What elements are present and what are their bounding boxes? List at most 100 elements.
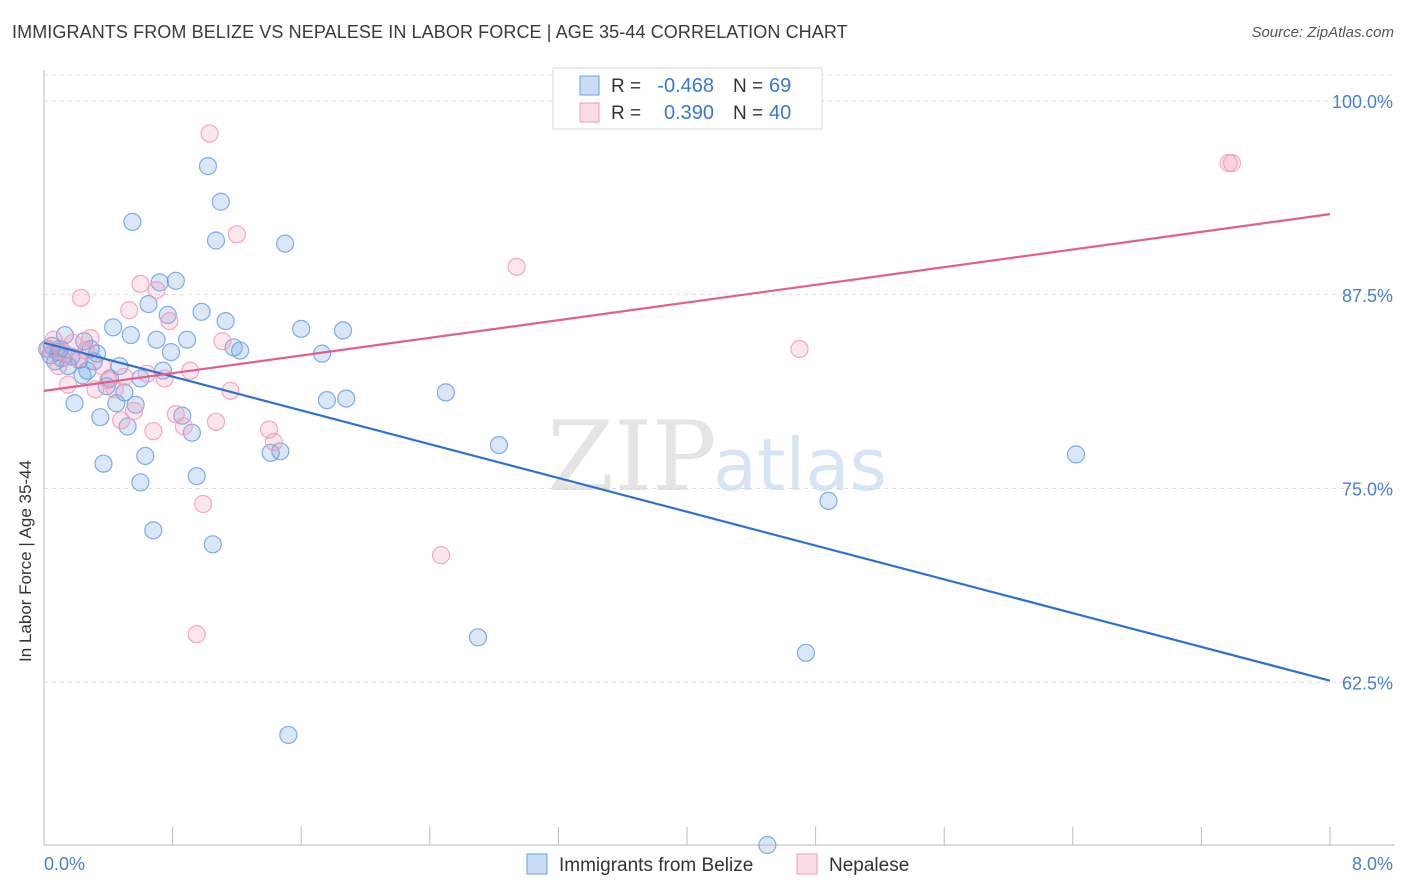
- belize-point: [115, 383, 134, 402]
- belize-point: [192, 302, 211, 321]
- belize-point: [206, 231, 226, 250]
- belize-point: [166, 271, 185, 290]
- belize-trend-line: [43, 341, 1331, 682]
- stats-r-value: -0.468: [657, 75, 714, 97]
- nepalese-point: [144, 422, 163, 441]
- y-axis-label-wrap: In Labor Force | Age 35-44: [16, 258, 36, 662]
- belize-point: [317, 391, 337, 410]
- belize-point: [136, 446, 155, 466]
- nepalese-point: [507, 257, 526, 276]
- nepalese-point: [120, 301, 139, 320]
- nepalese-point: [124, 401, 144, 421]
- belize-point: [279, 725, 298, 745]
- belize-point: [271, 442, 290, 461]
- belize-point: [468, 628, 488, 647]
- y-tick-label: 75.0%: [1342, 480, 1393, 500]
- belize-point: [337, 389, 356, 408]
- belize-point: [231, 341, 250, 360]
- x-tick-label: 0.0%: [44, 854, 85, 874]
- y-tick-label: 62.5%: [1342, 673, 1393, 693]
- belize-point: [187, 467, 206, 486]
- y-tick-label: 100.0%: [1332, 92, 1393, 112]
- nepalese-point: [147, 281, 166, 300]
- grid-lines: [44, 74, 1395, 683]
- tick-labels: 100.0% 87.5% 75.0% 62.5% 0.0% 8.0%: [44, 92, 1393, 874]
- stats-n-label: N =: [733, 76, 763, 97]
- belize-point: [198, 157, 218, 176]
- belize-point: [126, 395, 145, 414]
- belize-point: [147, 330, 166, 349]
- belize-point: [78, 361, 97, 380]
- watermark-atlas: atlas: [713, 423, 887, 507]
- nepalese-point: [174, 417, 193, 436]
- nepalese-point: [264, 432, 283, 452]
- nepalese-point: [59, 375, 78, 394]
- belize-point: [819, 491, 838, 510]
- belize-point: [333, 321, 353, 340]
- stats-n-value: 40: [769, 102, 791, 124]
- belize-point: [1066, 445, 1086, 464]
- stats-swatch: [579, 75, 600, 96]
- belize-point: [758, 835, 777, 855]
- belize-point: [121, 325, 140, 345]
- belize-point: [211, 192, 230, 211]
- nepalese-point: [49, 356, 68, 376]
- nepalese-point: [200, 124, 219, 143]
- legend-label: Immigrants from Belize: [559, 855, 753, 876]
- stats-legend-box: R = -0.468 N = 69 R = 0.390 N = 40: [552, 67, 823, 130]
- belize-point: [65, 394, 84, 413]
- belize-point: [292, 319, 311, 338]
- chart-title: IMMIGRANTS FROM BELIZE VS NEPALESE IN LA…: [12, 22, 848, 42]
- nepalese-point: [194, 494, 213, 514]
- belize-point: [139, 294, 158, 314]
- nepalese-point: [131, 274, 150, 293]
- belize-point: [161, 343, 181, 362]
- nepalese-point: [790, 339, 809, 359]
- belize-point: [104, 318, 123, 337]
- belize-point: [216, 312, 235, 331]
- belize-point: [203, 535, 222, 554]
- watermark-zip: ZIP: [547, 401, 716, 513]
- x-tick-label: 8.0%: [1352, 854, 1393, 874]
- stats-r-value: 0.390: [664, 102, 714, 124]
- stats-n-value: 69: [769, 75, 791, 97]
- belize-point: [158, 305, 177, 324]
- legend-swatch: [526, 853, 548, 875]
- belize-point: [91, 408, 110, 427]
- y-tick-label: 87.5%: [1342, 286, 1393, 306]
- nepalese-point: [71, 288, 91, 307]
- belize-point: [94, 454, 113, 473]
- nepalese-point: [115, 367, 134, 386]
- trend-lines: [43, 213, 1331, 682]
- stats-swatch: [579, 102, 600, 123]
- nepalese-trend-line: [43, 213, 1331, 392]
- stats-r-label: R =: [611, 76, 641, 97]
- axes: [43, 70, 1395, 846]
- legend-swatch: [796, 853, 818, 875]
- belize-point: [177, 330, 197, 349]
- y-axis-label: In Labor Force | Age 35-44: [16, 460, 35, 662]
- nepalese-point: [213, 332, 232, 351]
- nepalese-point: [1222, 153, 1242, 173]
- nepalese-point: [160, 312, 179, 331]
- source-label: Source: ZipAtlas.com: [1251, 24, 1394, 41]
- nepalese-point: [112, 411, 131, 430]
- nepalese-point: [227, 225, 246, 244]
- stats-r-label: R =: [611, 103, 641, 124]
- nepalese-point: [206, 412, 226, 431]
- belize-point: [123, 212, 142, 231]
- watermark: ZIP atlas: [547, 401, 887, 513]
- legend-label: Nepalese: [829, 855, 909, 876]
- belize-point: [131, 473, 150, 492]
- belize-point: [144, 521, 163, 540]
- belize-point: [276, 234, 295, 253]
- nepalese-point: [187, 625, 206, 644]
- stats-box-frame: [552, 67, 823, 130]
- belize-point: [489, 436, 509, 455]
- belize-point: [436, 383, 455, 402]
- bottom-legend: Immigrants from Belize Nepalese: [526, 853, 909, 876]
- belize-point: [796, 643, 816, 662]
- nepalese-point: [81, 329, 100, 348]
- nepalese-point: [431, 546, 451, 565]
